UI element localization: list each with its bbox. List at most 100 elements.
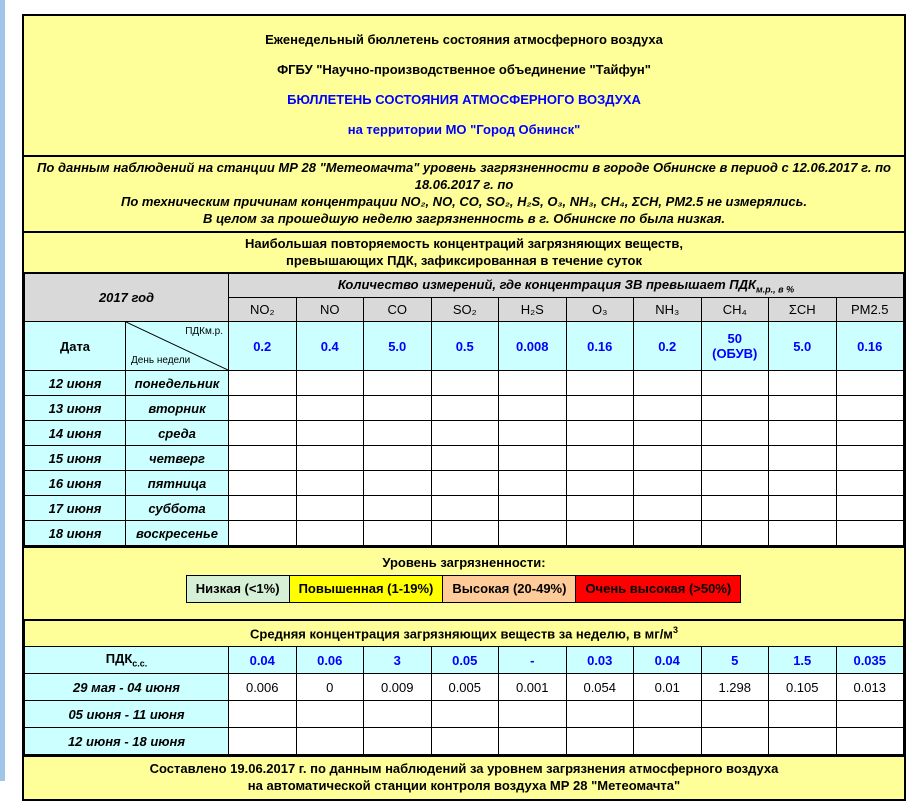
empty-cell (228, 445, 297, 471)
empty-cell (498, 395, 567, 421)
empty-cell (700, 445, 769, 471)
subtitle-line-1: Наибольшая повторяемость концентраций за… (244, 236, 684, 251)
empty-cell (835, 700, 904, 728)
footer-line-1: Составлено 19.06.2017 г. по данным наблю… (149, 761, 779, 776)
avg-value: 0.006 (228, 673, 297, 701)
pdk-ss-value: 0.05 (430, 646, 499, 674)
empty-cell (835, 445, 904, 471)
bulletin-title: Еженедельный бюллетень состояния атмосфе… (265, 32, 663, 47)
empty-cell (363, 445, 432, 471)
legend-item-low: Низкая (<1%) (185, 575, 290, 603)
empty-cell (295, 445, 364, 471)
empty-cell (228, 420, 297, 446)
pdk-mr-value: 0.2 (228, 321, 297, 371)
legend-title: Уровень загрязненности: (382, 555, 546, 570)
empty-cell (633, 395, 702, 421)
empty-cell (430, 700, 499, 728)
date-cell: 15 июня (24, 445, 126, 471)
bulletin-document: Еженедельный бюллетень состояния атмосфе… (22, 14, 906, 801)
empty-cell (633, 727, 702, 755)
date-cell: 17 июня (24, 495, 126, 521)
legend-row: Низкая (<1%) Повышенная (1-19%) Высокая … (24, 575, 904, 603)
day-cell: суббота (125, 495, 229, 521)
day-cell: четверг (125, 445, 229, 471)
empty-cell (768, 420, 837, 446)
pdk-mr-value: 0.008 (498, 321, 567, 371)
bulletin-heading: БЮЛЛЕТЕНЬ СОСТОЯНИЯ АТМОСФЕРНОГО ВОЗДУХА (287, 92, 641, 107)
pdk-ss-subscript: с.с. (132, 658, 148, 669)
pdk-mr-value: 0.4 (295, 321, 364, 371)
empty-cell (228, 395, 297, 421)
footer-line-2: на автоматической станции контроля возду… (247, 778, 681, 793)
day-cell: понедельник (125, 370, 229, 396)
empty-cell (430, 420, 499, 446)
avg-value: 0.01 (633, 673, 702, 701)
avg-value: 0.005 (430, 673, 499, 701)
empty-cell (430, 445, 499, 471)
empty-cell (430, 395, 499, 421)
summary-line-2: 18.06.2017 г. по (414, 177, 514, 192)
empty-cell (498, 445, 567, 471)
subtitle-line-2: превышающих ПДК, зафиксированная в течен… (286, 253, 642, 268)
pdk-mr-value: 50 (ОБУВ) (700, 321, 769, 371)
empty-cell (363, 727, 432, 755)
pollutant-header-no: NO (295, 297, 364, 322)
summary-line-1: По данным наблюдений на станции МР 28 "М… (37, 160, 891, 175)
empty-cell (295, 700, 364, 728)
empty-cell (700, 395, 769, 421)
empty-cell (498, 470, 567, 496)
empty-cell (700, 520, 769, 546)
empty-cell (295, 727, 364, 755)
empty-cell (430, 470, 499, 496)
empty-cell (700, 420, 769, 446)
empty-cell (633, 700, 702, 728)
period-cell: 05 июня - 11 июня (24, 700, 229, 728)
empty-cell (498, 700, 567, 728)
empty-cell (295, 470, 364, 496)
pdk-mr-value: 0.16 (565, 321, 634, 371)
empty-cell (565, 395, 634, 421)
empty-cell (768, 700, 837, 728)
empty-cell (633, 495, 702, 521)
empty-cell (565, 370, 634, 396)
empty-cell (228, 370, 297, 396)
date-cell: 18 июня (24, 520, 126, 546)
empty-cell (768, 370, 837, 396)
empty-cell (835, 520, 904, 546)
empty-cell (228, 520, 297, 546)
measurements-header-text: Количество измерений, где концентрация З… (337, 276, 756, 292)
date-cell: 14 июня (24, 420, 126, 446)
summary-block: По данным наблюдений на станции МР 28 "М… (24, 155, 904, 231)
pdk-ss-label: ПДКс.с. (24, 646, 229, 674)
year-header: 2017 год (24, 272, 229, 322)
avg-value: 0 (295, 673, 364, 701)
pdk-ss-value: 3 (363, 646, 432, 674)
empty-cell (363, 520, 432, 546)
empty-cell (295, 420, 364, 446)
day-cell: вторник (125, 395, 229, 421)
pollutant-header-o3: O₃ (565, 297, 634, 322)
empty-cell (363, 420, 432, 446)
empty-cell (498, 727, 567, 755)
empty-cell (700, 700, 769, 728)
title-block: Еженедельный бюллетень состояния атмосфе… (24, 16, 904, 155)
empty-cell (768, 727, 837, 755)
pdk-mr-value: 5.0 (363, 321, 432, 371)
summary-line-4: В целом за прошедшую неделю загрязненнос… (203, 211, 725, 226)
diagonal-line (126, 322, 228, 370)
measurements-header-subscript: м.р., в % (755, 284, 795, 295)
date-cell: 16 июня (24, 470, 126, 496)
empty-cell (363, 370, 432, 396)
empty-cell (498, 370, 567, 396)
empty-cell (835, 495, 904, 521)
empty-cell (835, 470, 904, 496)
pollutant-header-no2: NO₂ (228, 297, 297, 322)
empty-cell (700, 370, 769, 396)
period-cell: 12 июня - 18 июня (24, 727, 229, 755)
empty-cell (565, 495, 634, 521)
empty-cell (700, 495, 769, 521)
empty-cell (633, 520, 702, 546)
empty-cell (633, 370, 702, 396)
empty-cell (768, 395, 837, 421)
day-cell: среда (125, 420, 229, 446)
